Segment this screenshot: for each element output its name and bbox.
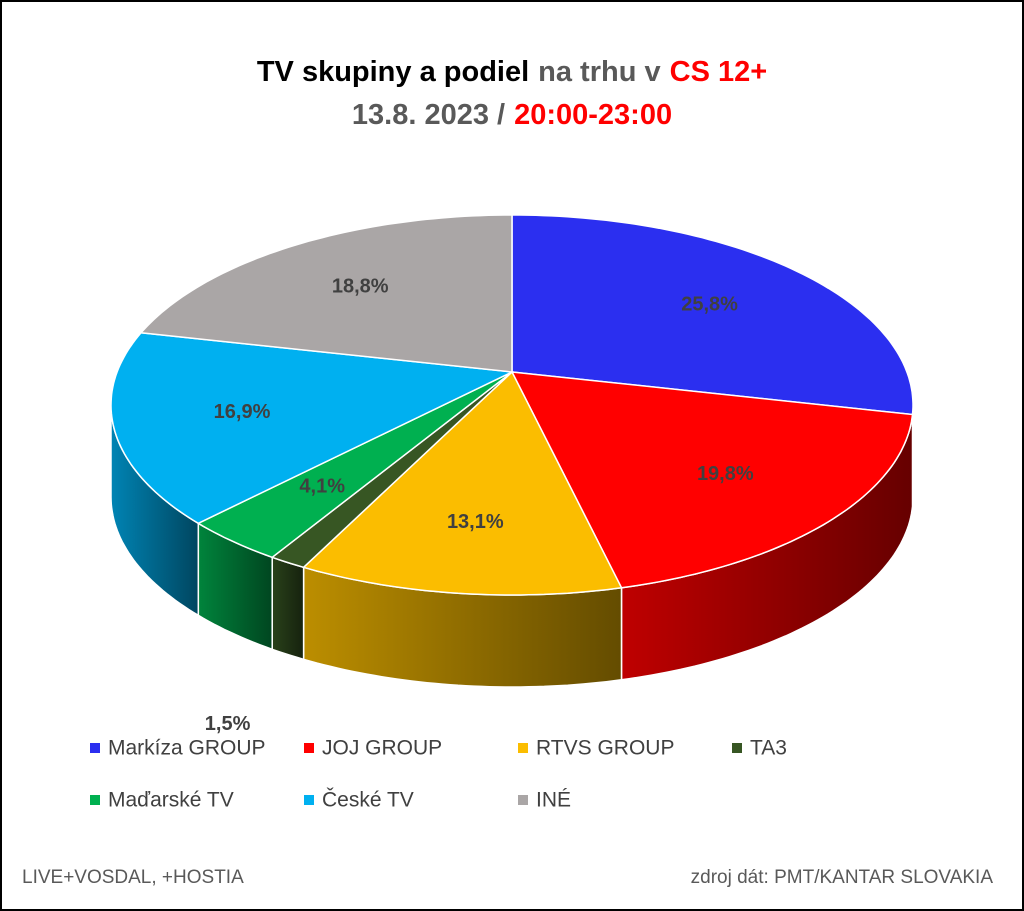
pie-slice	[302, 370, 623, 596]
legend-marker	[304, 743, 314, 753]
pie-wall	[271, 556, 305, 661]
legend-marker	[732, 743, 742, 753]
pie-slice	[270, 371, 513, 569]
footer-left: LIVE+VOSDAL, +HOSTIA	[22, 867, 244, 888]
pie-slice	[510, 371, 914, 589]
chart-title: 13.8. 2023 / 20:00-23:00	[352, 99, 672, 131]
chart-title: TV skupiny a podiel na trhu v CS 12+	[257, 56, 767, 88]
title-part: TV skupiny a podiel	[257, 56, 529, 88]
legend-label: INÉ	[536, 789, 571, 812]
pie-slice	[511, 214, 914, 416]
legend-marker	[90, 743, 100, 753]
legend-label: JOJ GROUP	[322, 737, 442, 760]
legend-label: RTVS GROUP	[536, 737, 674, 760]
pie-slice	[196, 371, 513, 559]
legend-label: Maďarské TV	[108, 789, 234, 812]
legend-marker	[518, 743, 528, 753]
legend-label: České TV	[322, 789, 414, 812]
legend-marker	[518, 795, 528, 805]
title-part: 20:00-23:00	[514, 99, 672, 131]
data-label: 18,8%	[332, 275, 389, 297]
title-part: 13.8. 2023 /	[352, 99, 505, 131]
data-label: 13,1%	[447, 511, 504, 533]
data-label: 4,1%	[299, 475, 345, 497]
footer-right: zdroj dát: PMT/KANTAR SLOVAKIA	[691, 867, 994, 888]
title-part: CS 12+	[670, 56, 768, 88]
data-label: 1,5%	[205, 713, 251, 735]
legend-label: Markíza GROUP	[108, 737, 266, 760]
title-part: na trhu v	[538, 56, 660, 88]
data-label: 16,9%	[214, 401, 271, 423]
legend-marker	[304, 795, 314, 805]
pie-slice	[139, 214, 513, 373]
pie-slice	[110, 332, 515, 525]
legend-marker	[90, 795, 100, 805]
legend-label: TA3	[750, 737, 787, 760]
data-label: 25,8%	[681, 294, 738, 316]
data-label: 19,8%	[697, 463, 754, 485]
